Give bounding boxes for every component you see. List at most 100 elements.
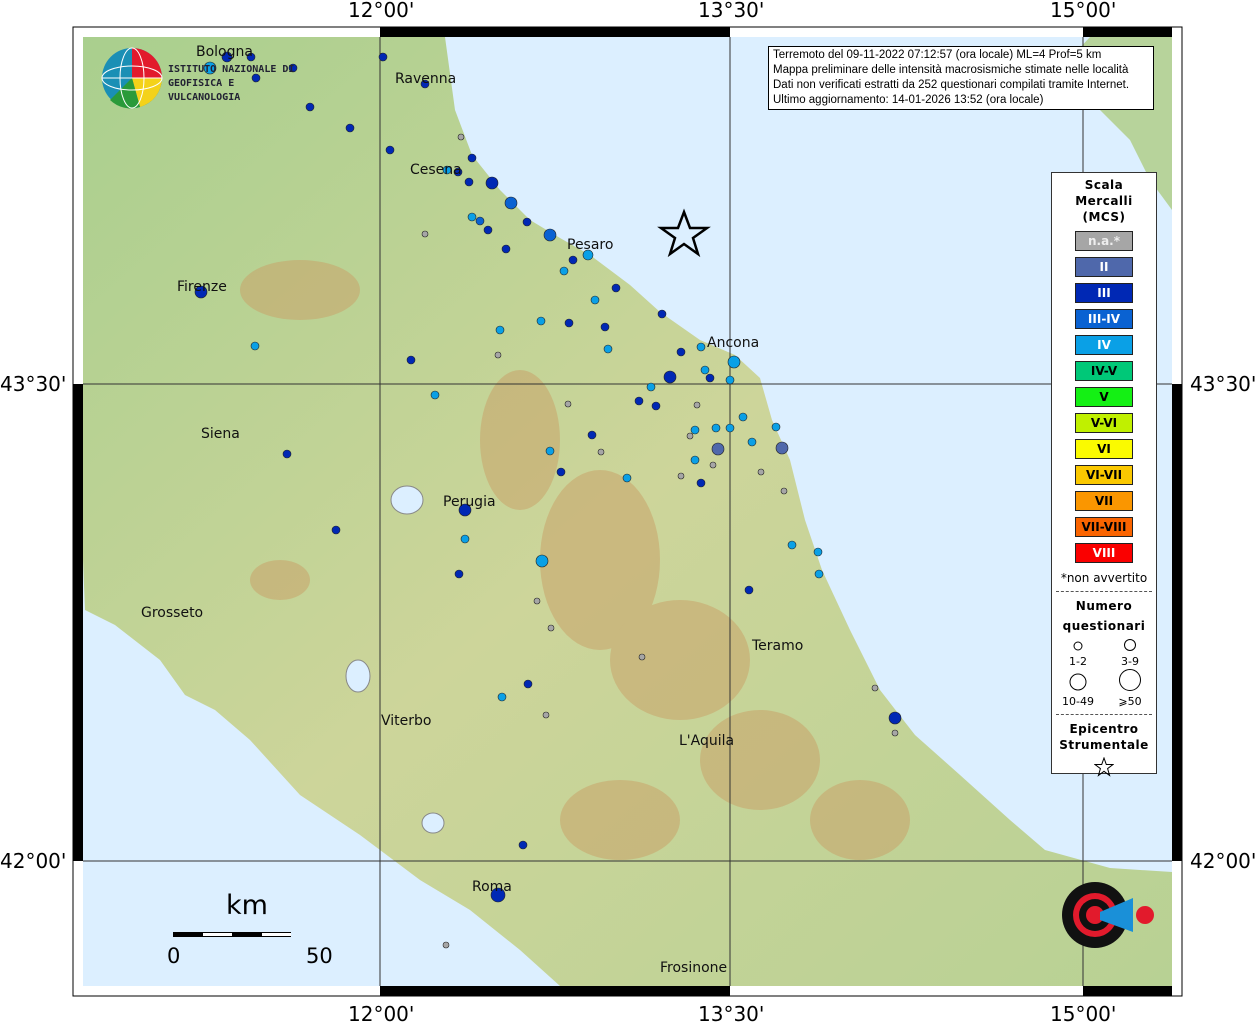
intensity-point: [430, 390, 440, 400]
intensity-point: [646, 382, 656, 392]
intensity-point: [757, 468, 765, 476]
intensity-point: [533, 597, 541, 605]
intensity-point: [475, 216, 485, 226]
info-line-3: Dati non verificati estratti da 252 ques…: [773, 79, 1130, 91]
intensity-point: [693, 401, 701, 409]
intensity-point: [657, 309, 667, 319]
legend-swatch: III-IV: [1075, 309, 1133, 329]
count-50: ⩾50: [1118, 695, 1142, 708]
intensity-point: [700, 365, 710, 375]
intensity-point: [775, 441, 789, 455]
legend-swatch: VI: [1075, 439, 1133, 459]
legend-swatch: IV: [1075, 335, 1133, 355]
intensity-point: [711, 442, 725, 456]
city-label: Roma: [472, 879, 512, 895]
intensity-point: [545, 446, 555, 456]
intensity-point: [406, 355, 416, 365]
epicenter-star: [657, 208, 711, 258]
intensity-point: [891, 729, 899, 737]
intensity-point: [497, 692, 507, 702]
intensity-point: [738, 412, 748, 422]
info-line-4: Ultimo aggiornamento: 14-01-2026 13:52 (…: [773, 94, 1044, 106]
intensity-point: [725, 423, 735, 433]
lat-label-left-2: 42°00': [0, 849, 67, 873]
intensity-point: [727, 355, 741, 369]
city-label: Ravenna: [395, 71, 457, 87]
city-label: Ancona: [707, 335, 760, 351]
lat-label-right-1: 43°30': [1190, 372, 1255, 396]
intensity-point: [485, 176, 499, 190]
city-label: Viterbo: [381, 713, 432, 729]
scale-min: 0: [167, 944, 181, 968]
legend-swatch: V-VI: [1075, 413, 1133, 433]
intensity-point: [813, 547, 823, 557]
intensity-point: [420, 79, 430, 89]
relief-area: [610, 600, 750, 720]
legend-swatch: VII-VIII: [1075, 517, 1133, 537]
intensity-point: [744, 585, 754, 595]
city-label: Frosinone: [660, 960, 728, 976]
intensity-point: [535, 554, 549, 568]
lat-label-right-2: 42°00': [1190, 849, 1255, 873]
city-label: Pesaro: [567, 237, 614, 253]
intensity-point: [568, 255, 578, 265]
intensity-point: [345, 123, 355, 133]
intensity-point: [250, 341, 260, 351]
intensity-point: [378, 52, 388, 62]
intensity-point: [542, 711, 550, 719]
intensity-point: [547, 624, 555, 632]
scale-bar: [173, 932, 291, 937]
intensity-point: [638, 653, 646, 661]
relief-area: [560, 780, 680, 860]
lon-label-top-1: 12°00': [348, 0, 415, 22]
intensity-point: [690, 455, 700, 465]
city-label: Cesena: [410, 162, 462, 178]
city-label: Bologna: [196, 44, 253, 60]
relief-area: [480, 370, 560, 510]
intensity-point: [696, 342, 706, 352]
intensity-point: [523, 679, 533, 689]
legend-swatch: VIII: [1075, 543, 1133, 563]
intensity-point: [814, 569, 824, 579]
intensity-point: [725, 375, 735, 385]
intensity-point: [442, 941, 450, 949]
intensity-point: [460, 534, 470, 544]
count-10-49: 10-49: [1062, 695, 1094, 708]
intensity-point: [686, 432, 694, 440]
intensity-point: [564, 400, 572, 408]
intensity-point: [483, 225, 493, 235]
scale-unit: km: [226, 890, 268, 921]
intensity-point: [888, 711, 902, 725]
ingv-logo-text: ISTITUTO NAZIONALE DI GEOFISICA E VULCAN…: [168, 64, 295, 103]
intensity-point: [194, 285, 208, 299]
scale-max: 50: [306, 944, 333, 968]
intensity-point: [582, 249, 594, 261]
intensity-point: [467, 212, 477, 222]
intensity-point: [282, 449, 292, 459]
intensity-point: [536, 316, 546, 326]
intensity-point: [771, 422, 781, 432]
intensity-point: [677, 472, 685, 480]
relief-area: [810, 780, 910, 860]
intensity-point: [611, 283, 621, 293]
city-label: Siena: [201, 426, 240, 442]
intensity-point: [385, 145, 395, 155]
intensity-point: [467, 153, 477, 163]
count-title-2: questionari: [1062, 619, 1146, 633]
count-3-9: 3-9: [1121, 655, 1139, 668]
intensity-point: [696, 478, 706, 488]
intensity-point: [663, 370, 677, 384]
lon-label-bottom-3: 15°00': [1050, 1002, 1117, 1026]
frame-ticks: [73, 27, 1182, 996]
intensity-point: [421, 230, 429, 238]
city-label: Firenze: [177, 279, 227, 295]
intensity-point: [504, 196, 518, 210]
intensity-point: [634, 396, 644, 406]
intensity-point: [203, 61, 217, 75]
lon-label-bottom-1: 12°00': [348, 1002, 415, 1026]
intensity-point: [464, 177, 474, 187]
intensity-point: [543, 228, 557, 242]
intensity-point: [454, 569, 464, 579]
intensity-point: [711, 423, 721, 433]
intensity-point: [587, 430, 597, 440]
